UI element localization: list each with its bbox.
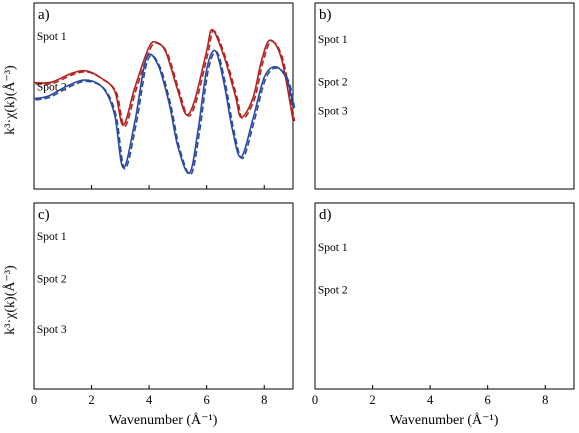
panel-c-frame [33, 202, 294, 390]
panel-c-series-label-0-3: Spot 1 [37, 231, 67, 243]
panel-c-label: c) [38, 207, 50, 223]
x-axis-title-left: Wavenumber (Å⁻¹) [109, 412, 218, 428]
panel-d-tick-label-6: 6 [485, 393, 491, 407]
panel-c-series-label-2-3: Spot 3 [37, 324, 67, 336]
panel-c-tick-label-2: 2 [88, 393, 94, 407]
panel-d-tick-label-2: 2 [369, 393, 375, 407]
panel-c-tick-label-4: 4 [146, 393, 153, 407]
panel-c-tick-label-0: 0 [31, 393, 37, 407]
panel-b-series-label-0-2: Spot 1 [318, 34, 348, 46]
y-axis-title-bottom: k³·χ(k)(Å⁻³) [2, 265, 18, 335]
panel-c-tick-label-8: 8 [261, 393, 267, 407]
panel-d-tick-label-8: 8 [542, 393, 548, 407]
panel-a-series-0-0-dashed [35, 30, 296, 128]
panel-d-tick-label-0: 0 [312, 393, 318, 407]
panel-d-frame [314, 202, 575, 390]
panel-b-frame [314, 2, 575, 190]
panel-d-series-label-0-4: Spot 1 [318, 242, 348, 254]
panel-a-label: a) [38, 7, 50, 23]
x-axis-title-right: Wavenumber (Å⁻¹) [390, 412, 499, 428]
panel-b-series-label-1-2: Spot 2 [318, 76, 348, 88]
panel-d-series-label-1-4: Spot 2 [318, 284, 348, 296]
panel-a-series-1-0-solid [33, 49, 294, 174]
panel-b-label: b) [319, 7, 332, 23]
panel-a-series-label-0-0: Spot 1 [37, 31, 67, 43]
panel-d-tick-label-4: 4 [427, 393, 434, 407]
panel-c-series-label-1-3: Spot 2 [37, 274, 67, 286]
panel-d-label: d) [319, 207, 332, 223]
y-axis-title-top: k³·χ(k)(Å⁻³) [2, 65, 18, 135]
panel-c-tick-label-6: 6 [204, 393, 210, 407]
panel-a-series-1-0-dashed [35, 50, 296, 176]
panel-b-series-label-2-2: Spot 3 [318, 106, 348, 118]
